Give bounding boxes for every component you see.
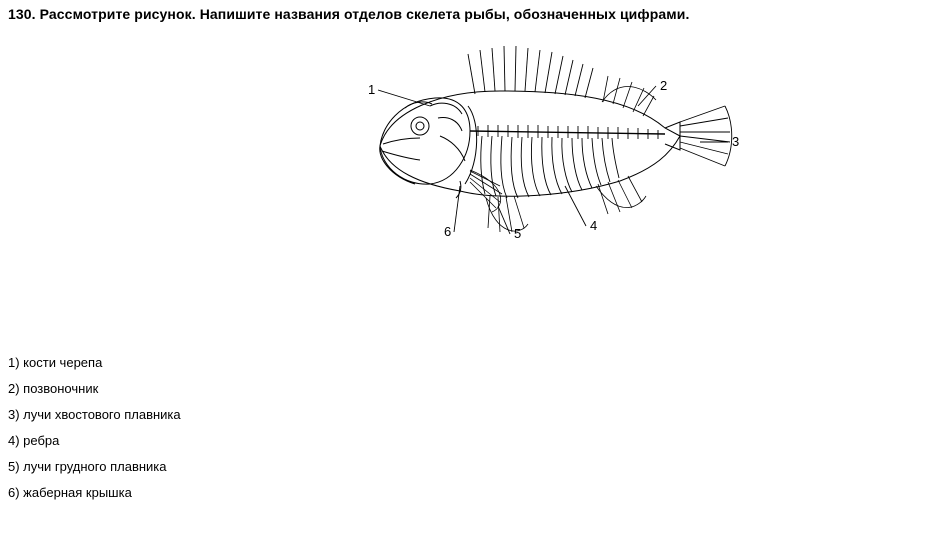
question-number: 130. xyxy=(8,6,36,22)
answer-4: 4) ребра xyxy=(8,428,181,454)
callout-label-2: 2 xyxy=(660,78,667,93)
fish-skeleton-svg xyxy=(320,36,740,256)
question-text: 130. Рассмотрите рисунок. Напишите назва… xyxy=(8,6,689,22)
callout-label-4: 4 xyxy=(590,218,597,233)
answers-list: 1) кости черепа 2) позвоночник 3) лучи х… xyxy=(8,350,181,506)
answer-2: 2) позвоночник xyxy=(8,376,181,402)
fish-skeleton-figure: 1 2 3 4 5 6 xyxy=(320,36,740,256)
answer-1: 1) кости черепа xyxy=(8,350,181,376)
callout-label-6: 6 xyxy=(444,224,451,239)
answer-6: 6) жаберная крышка xyxy=(8,480,181,506)
callout-label-3: 3 xyxy=(732,134,739,149)
worksheet-page: 130. Рассмотрите рисунок. Напишите назва… xyxy=(0,0,940,534)
answer-5: 5) лучи грудного плавника xyxy=(8,454,181,480)
answer-3: 3) лучи хвостового плавника xyxy=(8,402,181,428)
question-body: Рассмотрите рисунок. Напишите названия о… xyxy=(40,6,690,22)
callout-label-5: 5 xyxy=(514,226,521,241)
callout-label-1: 1 xyxy=(368,82,375,97)
